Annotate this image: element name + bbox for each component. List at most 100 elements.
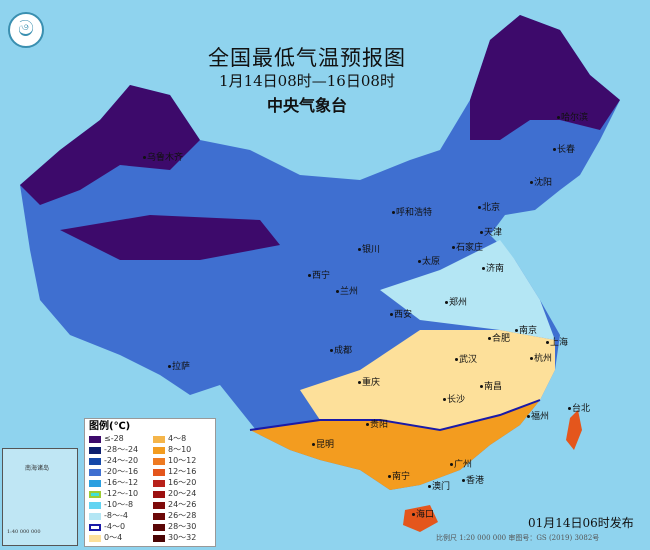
publish-time: 01月14日06时发布 (528, 516, 634, 530)
legend-item: 26～28 (153, 511, 213, 521)
city-label: 石家庄 (452, 243, 483, 254)
city-label: 成都 (330, 346, 352, 357)
legend-swatch (153, 534, 165, 542)
city-label: 拉萨 (168, 362, 190, 373)
legend-swatch (89, 468, 101, 476)
city-label: 南昌 (480, 382, 502, 393)
city-label: 贵阳 (366, 420, 388, 431)
legend-swatch (153, 490, 165, 498)
legend-label: -10～-8 (104, 500, 134, 509)
city-label: 兰州 (336, 287, 358, 298)
legend-label: 0～4 (104, 533, 123, 542)
city-label: 南京 (515, 326, 537, 337)
legend-swatch (153, 512, 165, 520)
inset-label: 南海诸岛 (25, 465, 50, 472)
legend-swatch (89, 501, 101, 509)
legend-label: -12～-10 (104, 489, 139, 498)
legend-swatch (89, 479, 101, 487)
cold-west (20, 85, 280, 260)
legend-item: 24～26 (153, 500, 213, 510)
legend-title: 图例(℃) (89, 421, 131, 432)
legend-item: -8～-4 (89, 511, 151, 521)
legend-label: 20～24 (168, 489, 197, 498)
mild-zone (380, 240, 555, 340)
cold-north-east (470, 15, 620, 140)
legend-swatch (153, 501, 165, 509)
legend: 图例(℃) ≤-28 4～8 -28～-24 8～10 -24～-20 10～12 -20～… (84, 418, 216, 547)
city-label: 乌鲁木齐 (143, 153, 183, 164)
city-label: 上海 (546, 338, 568, 349)
legend-label: -24～-20 (104, 456, 139, 465)
legend-item: 8～10 (153, 445, 213, 455)
legend-item: 10～12 (153, 456, 213, 466)
legend-swatch (153, 446, 165, 454)
legend-swatch (89, 512, 101, 520)
legend-item: -24～-20 (89, 456, 151, 466)
map-title: 全国最低气温预报图 (208, 46, 406, 70)
legend-swatch (89, 435, 101, 443)
legend-swatch (153, 479, 165, 487)
zero-isotherm (249, 399, 541, 432)
legend-item: 4～8 (153, 434, 213, 444)
legend-label: ≤-28 (104, 434, 124, 443)
legend-label: 26～28 (168, 511, 197, 520)
legend-swatch (89, 534, 101, 542)
legend-item: -16～-12 (89, 478, 151, 488)
legend-swatch (89, 490, 101, 498)
legend-label: -20～-16 (104, 467, 139, 476)
scale-note: 比例尺 1:20 000 000 审图号：GS (2019) 3082号 (436, 534, 600, 542)
city-label: 广州 (450, 460, 472, 471)
legend-label: -28～-24 (104, 445, 139, 454)
city-label: 西宁 (308, 271, 330, 282)
legend-label: -16～-12 (104, 478, 139, 487)
forecast-period: 1月14日08时—16日08时 (219, 72, 395, 90)
legend-item: 30～32 (153, 533, 213, 543)
legend-item: 0～4 (89, 533, 151, 543)
city-label: 呼和浩特 (392, 208, 432, 219)
city-label: 武汉 (455, 355, 477, 366)
city-label: 郑州 (445, 298, 467, 309)
city-label: 长沙 (443, 395, 465, 406)
legend-item: -10～-8 (89, 500, 151, 510)
city-label: 南宁 (388, 472, 410, 483)
legend-item: 28～30 (153, 522, 213, 532)
south-china-sea-inset: 南海诸岛 1:40 000 000 (2, 448, 78, 546)
legend-label: 24～26 (168, 500, 197, 509)
legend-label: 12～16 (168, 467, 197, 476)
issuer: 中央气象台 (266, 96, 347, 115)
city-label: 福州 (527, 412, 549, 423)
city-label: 银川 (358, 245, 380, 256)
legend-label: 30～32 (168, 533, 197, 542)
city-label: 太原 (418, 257, 440, 268)
legend-label: 8～10 (168, 445, 192, 454)
city-label: 北京 (478, 203, 500, 214)
city-label: 昆明 (312, 440, 334, 451)
taiwan (566, 410, 582, 450)
city-label: 香港 (462, 476, 484, 487)
city-label: 澳门 (428, 482, 450, 493)
hot-south (250, 400, 540, 490)
legend-label: 28～30 (168, 522, 197, 531)
legend-item: -28～-24 (89, 445, 151, 455)
warm-south (300, 330, 555, 430)
legend-item: 12～16 (153, 467, 213, 477)
city-label: 沈阳 (530, 178, 552, 189)
legend-label: 16～20 (168, 478, 197, 487)
city-label: 哈尔滨 (557, 113, 588, 124)
legend-item: -20～-16 (89, 467, 151, 477)
city-label: 台北 (568, 404, 590, 415)
city-label: 重庆 (358, 378, 380, 389)
city-label: 杭州 (530, 354, 552, 365)
legend-label: 10～12 (168, 456, 197, 465)
cma-logo-icon: ම (8, 12, 44, 48)
legend-swatch (153, 468, 165, 476)
city-label: 济南 (482, 264, 504, 275)
legend-swatch (89, 446, 101, 454)
city-label: 西安 (390, 310, 412, 321)
legend-label: -8～-4 (104, 511, 128, 520)
legend-swatch (153, 523, 165, 531)
legend-item: 20～24 (153, 489, 213, 499)
legend-swatch (89, 523, 101, 531)
legend-label: -4～0 (104, 522, 126, 531)
legend-swatch (89, 457, 101, 465)
